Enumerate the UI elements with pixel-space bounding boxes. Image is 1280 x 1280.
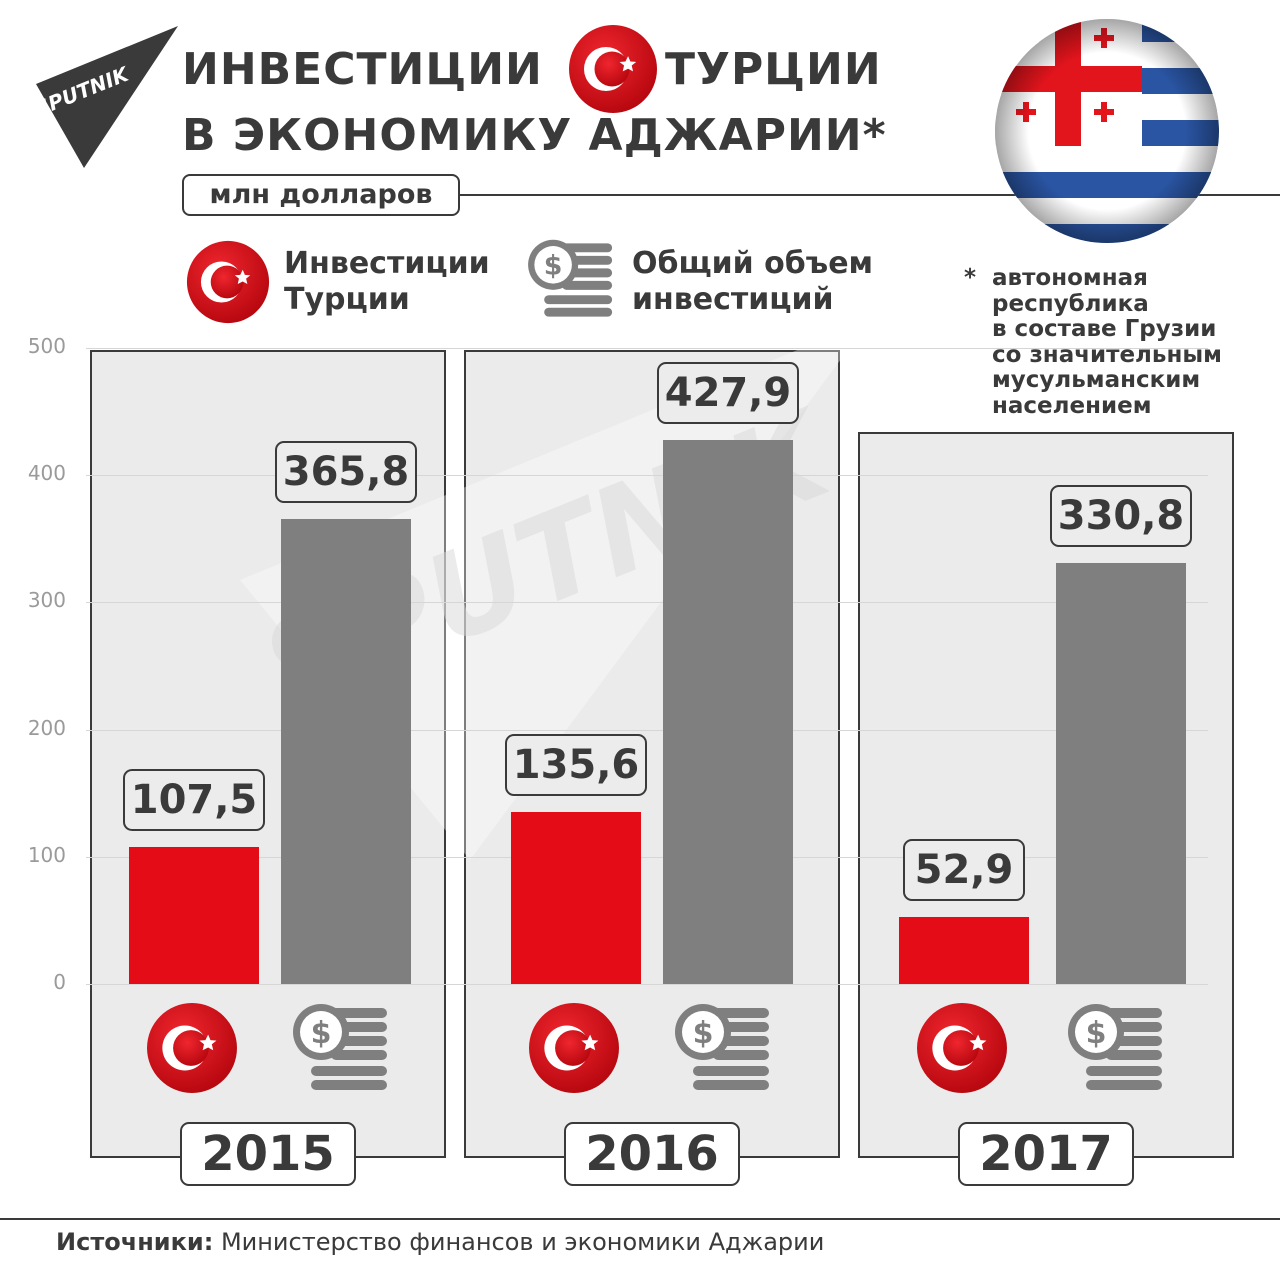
bar-turkey	[129, 847, 259, 984]
footnote-line: населением	[992, 392, 1152, 419]
gridline	[86, 602, 1208, 604]
y-tick-label: 100	[27, 842, 66, 867]
legend-coins-icon: $	[526, 238, 616, 322]
turkey-flag-icon	[528, 1002, 620, 1094]
svg-text:$: $	[693, 1016, 714, 1051]
title-part1: ИНВЕСТИЦИИ	[182, 44, 543, 95]
dollar-coins-icon: $	[673, 1002, 773, 1096]
y-tick-label: 400	[27, 461, 66, 486]
value-label-total: 427,9	[657, 361, 799, 424]
bar-turkey	[899, 916, 1029, 984]
y-tick-label: 200	[27, 715, 66, 740]
gridline	[86, 856, 1208, 858]
value-label-total: 330,8	[1050, 485, 1192, 548]
svg-text:$: $	[544, 251, 563, 282]
legend-turkey-label: Инвестиции Турции	[284, 246, 490, 318]
footnote-line: в составе Грузии	[992, 316, 1217, 342]
turkey-flag-icon	[146, 1002, 238, 1094]
footnote-star: *	[964, 265, 977, 291]
gridline	[86, 984, 1208, 985]
svg-text:SPUTNIK: SPUTNIK	[244, 384, 852, 738]
year-label: 2016	[564, 1122, 740, 1186]
value-label-turkey: 52,9	[903, 838, 1025, 901]
adjara-flag-icon	[992, 16, 1222, 246]
year-panel	[464, 350, 840, 1158]
y-tick-label: 300	[27, 588, 66, 613]
source-label: Источники:	[56, 1228, 214, 1256]
svg-text:$: $	[1086, 1016, 1107, 1051]
bar-turkey	[511, 811, 641, 984]
legend-total-line1: Общий объем	[632, 246, 874, 281]
bar-total	[663, 439, 793, 984]
turkey-flag-icon	[568, 24, 658, 114]
gridline	[86, 475, 1208, 477]
gridline	[86, 729, 1208, 731]
footer-rule	[0, 1218, 1280, 1220]
unit-label: млн долларов	[182, 174, 460, 216]
legend-total-label: Общий объем инвестиций	[632, 246, 873, 318]
dollar-coins-icon: $	[1066, 1002, 1166, 1096]
year-panel	[858, 432, 1234, 1158]
value-label-total: 365,8	[275, 440, 417, 503]
sputnik-watermark-icon: SPUTNIK	[230, 300, 870, 860]
source-value: Министерство финансов и экономики Аджари…	[220, 1228, 825, 1256]
dollar-coins-icon: $	[291, 1002, 391, 1096]
footnote-text: автономная республика в составе Грузии со з…	[992, 265, 1222, 419]
legend-total-line2: инвестиций	[632, 282, 834, 317]
legend-turkey-flag-icon	[186, 240, 270, 324]
year-panel	[90, 350, 446, 1158]
value-label-turkey: 107,5	[123, 769, 265, 832]
title-line2: В ЭКОНОМИКУ АДЖАРИИ*	[182, 110, 887, 161]
footnote-line: республика	[992, 290, 1149, 317]
value-label-turkey: 135,6	[505, 733, 647, 796]
source-text: Источники: Министерство финансов и эконо…	[56, 1228, 824, 1256]
y-tick-label: 500	[27, 334, 66, 358]
turkey-flag-icon	[916, 1002, 1008, 1094]
bar-total	[1056, 563, 1186, 984]
legend-turkey-line1: Инвестиции	[284, 246, 490, 281]
footnote-line: со значительным	[992, 341, 1222, 368]
svg-text:$: $	[311, 1016, 332, 1051]
y-tick-label: 0	[53, 970, 66, 994]
year-label: 2015	[180, 1122, 356, 1186]
year-label: 2017	[958, 1122, 1134, 1186]
footnote-line: автономная	[992, 265, 1148, 291]
legend-turkey-line2: Турции	[284, 282, 410, 317]
footnote-line: мусульманским	[992, 367, 1201, 393]
title-part2: ТУРЦИИ	[665, 44, 882, 95]
unit-rule	[460, 194, 1280, 196]
sputnik-logo-icon: SPUTNIK	[22, 26, 182, 168]
bar-total	[281, 518, 411, 984]
